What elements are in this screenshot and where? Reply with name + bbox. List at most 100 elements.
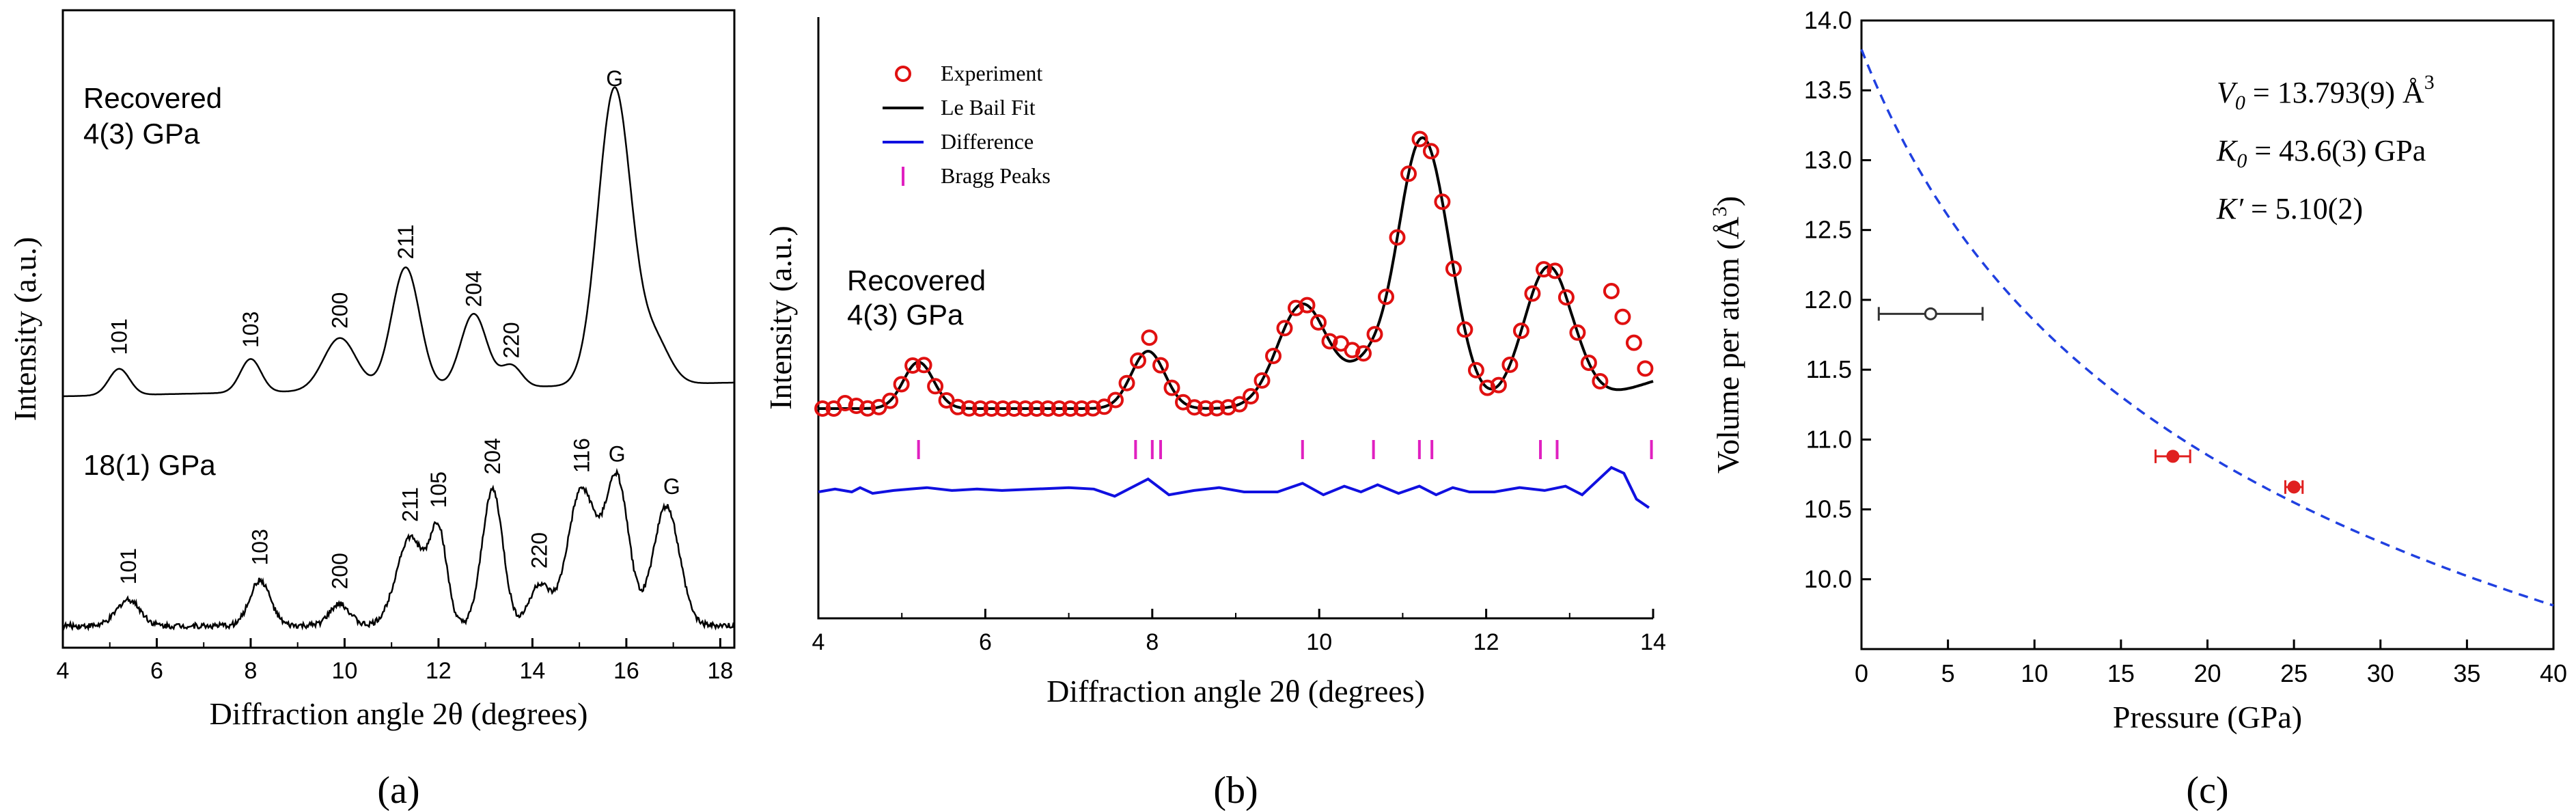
- panel-b-x-tick-label: 14: [1640, 629, 1666, 655]
- panel-a-peak-label: 211: [393, 224, 418, 259]
- panel-a-x-tick-label: 8: [245, 658, 258, 684]
- panel-b-x-axis-label: Diffraction angle 2θ (degrees): [1047, 674, 1425, 709]
- panel-b-experiment-point: [1299, 297, 1316, 314]
- panel-b-experiment-point: [995, 400, 1012, 417]
- panel-b-experiment-point: [1456, 321, 1473, 338]
- panel-a-x-ticks: 4 6 8 10 12 14 16 18: [57, 638, 733, 684]
- panel-b-chart: 4 6 8 10 12 14 Experiment Le Bail Fit Differenc…: [763, 17, 1666, 811]
- panel-c-y-tick-label: 11.0: [1806, 425, 1852, 453]
- panel-b-x-tick-label: 10: [1306, 629, 1332, 655]
- panel-c-x-axis-label: Pressure (GPa): [2113, 700, 2302, 734]
- panel-a-curves: [61, 86, 735, 632]
- panel-c-x-tick-label: 35: [2453, 659, 2480, 687]
- panel-b-y-axis-label: Intensity (a.u.): [763, 225, 798, 410]
- panel-b-experiment-point: [1085, 400, 1101, 417]
- panel-c-annotation-sub: 0: [2235, 92, 2245, 114]
- panel-a-chart: 4 6 8 10 12 14 16 18 101 103 200 211 204 220 G 101 103 2…: [8, 9, 736, 811]
- panel-a-series-label: 18(1) GPa: [83, 449, 216, 481]
- panel-b-experiment-point: [1310, 314, 1327, 331]
- panel-c-data-points: [1877, 307, 2304, 494]
- panel-b-experiment-point: [837, 395, 854, 411]
- panel-c-eos-fit-curve: [1860, 49, 2554, 607]
- panel-b-experiment-point: [960, 400, 978, 417]
- panel-b-experiment-point: [1614, 308, 1631, 325]
- panel-b-experiment-point: [1400, 165, 1417, 182]
- panel-a-peak-label: 204: [480, 438, 505, 474]
- panel-c-x-tick-label: 5: [1941, 659, 1955, 687]
- panel-c-y-tick-label: 14.0: [1804, 6, 1852, 34]
- panel-c-annotation-text: = 5.10(2): [2243, 192, 2363, 225]
- panel-b-experiment-point: [1569, 324, 1586, 341]
- panel-a-axes-frame: [61, 9, 736, 649]
- panel-c-annotation-symbol: K: [2216, 134, 2239, 167]
- panel-c-x-tick-label: 20: [2193, 659, 2221, 687]
- panel-c-y-tick-label: 10.0: [1804, 565, 1852, 593]
- panel-a-peak-label: 211: [398, 487, 423, 522]
- panel-c-x-tick-label: 0: [1855, 659, 1868, 687]
- panel-c-y-tick-label: 12.5: [1804, 216, 1852, 244]
- panel-b-experiment-point: [1490, 376, 1507, 394]
- panel-a-x-axis-label: Diffraction angle 2θ (degrees): [210, 696, 588, 731]
- panel-c-annotation-sub: 0: [2236, 150, 2247, 172]
- panel-b-experiment-point: [1603, 283, 1620, 299]
- panel-b-experiment-point: [1557, 289, 1575, 306]
- panel-b-experiment-point: [950, 398, 967, 415]
- panel-a-peak-label: G: [606, 66, 623, 91]
- panel-b-caption: (b): [1213, 769, 1258, 811]
- panel-b-experiment-point: [893, 376, 910, 393]
- panel-c-caption: (c): [2186, 769, 2228, 811]
- panel-c-data-point: [2287, 480, 2301, 494]
- panel-b-experiment-point: [1411, 130, 1428, 148]
- panel-b-legend-label: Le Bail Fit: [941, 95, 1036, 120]
- panel-a-peak-label: 101: [116, 548, 141, 584]
- panel-a-series-label: Recovered: [83, 82, 222, 114]
- panel-a-peak-label: 220: [527, 532, 552, 568]
- panel-b-experiment-point: [1479, 379, 1496, 396]
- panel-c-annotation-symbol: V: [2217, 76, 2239, 109]
- panel-b-experiment-point: [1422, 143, 1439, 160]
- panel-c-y-axis-label: Volume per atom (Å3): [1708, 196, 1745, 473]
- panel-c-x-tick-label: 10: [2021, 659, 2048, 687]
- panel-c-x-tick-label: 15: [2107, 659, 2135, 687]
- panel-b-experiment-point: [1276, 320, 1293, 337]
- panel-c-y-tick-label: 13.5: [1804, 76, 1852, 104]
- panel-a-peak-label: 101: [107, 318, 131, 355]
- panel-b-experiment-point: [1512, 322, 1529, 340]
- panel-a-x-tick-label: 4: [57, 658, 70, 684]
- panel-c-y-axis-label-text: Volume per atom (Å: [1711, 217, 1745, 473]
- panel-b-experiment-point: [1321, 333, 1338, 350]
- panel-b-experiment-point: [1592, 373, 1609, 389]
- panel-c-x-tick-label: 40: [2540, 659, 2567, 687]
- panel-c-x-tick-label: 30: [2367, 659, 2394, 687]
- panel-b-experiment-point: [1366, 326, 1383, 343]
- panel-b-legend-label: Experiment: [941, 61, 1042, 85]
- panel-b-x-ticks: 4 6 8 10 12 14: [812, 609, 1666, 655]
- panel-b-annotation-line: 4(3) GPa: [847, 299, 964, 331]
- panel-b-experiment-points: [814, 130, 1654, 417]
- panel-b-experiment-point: [927, 378, 944, 395]
- panel-b-experiment-point: [1445, 260, 1462, 277]
- panel-a-x-tick-label: 16: [613, 658, 639, 684]
- panel-b-experiment-point: [1625, 334, 1642, 351]
- panel-b-experiment-point: [1130, 352, 1146, 369]
- panel-b-experiment-point: [1062, 400, 1079, 417]
- panel-c-annotation: K0 = 43.6(3) GPa: [2216, 134, 2426, 172]
- panel-b-experiment-point: [983, 400, 1000, 417]
- panel-b-legend: Experiment Le Bail Fit Difference Bragg Pea…: [883, 61, 1051, 188]
- panel-a-x-tick-label: 6: [150, 658, 163, 684]
- panel-b-experiment-point: [1197, 400, 1214, 417]
- panel-b-legend-label: Bragg Peaks: [941, 163, 1051, 188]
- panel-c-annotation-sup: 3: [2424, 71, 2435, 94]
- panel-a-x-tick-label: 12: [426, 658, 452, 684]
- panel-c-axes-frame: [1860, 19, 2555, 650]
- panel-b-experiment-point: [1378, 288, 1394, 305]
- panel-b-experiment-point: [1637, 360, 1654, 377]
- panel-b-experiment-point: [915, 357, 932, 374]
- panel-a-x-tick-label: 10: [332, 658, 358, 684]
- panel-a-curve-recovered: [63, 86, 734, 398]
- panel-b-x-tick-label: 12: [1473, 629, 1499, 655]
- panel-b-experiment-point: [1265, 348, 1282, 364]
- panel-c-annotation: V0 = 13.793(9) Å3: [2217, 71, 2435, 114]
- panel-b-experiment-point: [904, 357, 922, 374]
